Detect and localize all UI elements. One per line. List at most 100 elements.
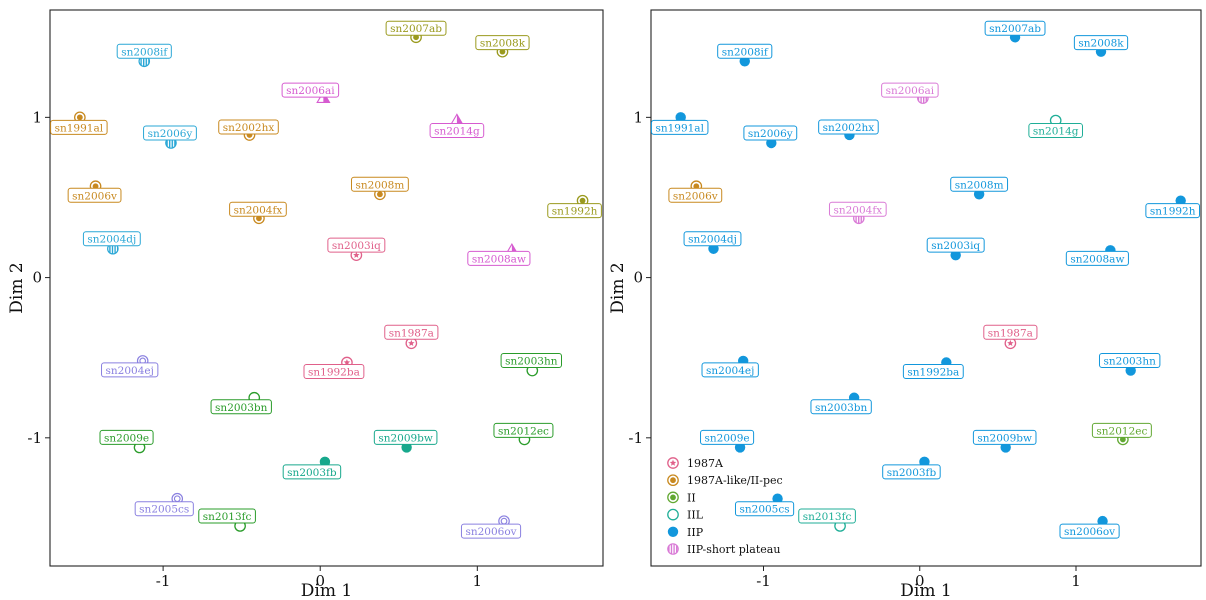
point-label: sn1987a: [389, 327, 434, 339]
data-point-sn1987a: sn1987a: [983, 324, 1038, 350]
point-label-box: [798, 508, 856, 524]
data-point-sn2008k: sn2008k: [1073, 35, 1129, 57]
x-tick-label: 1: [473, 572, 483, 590]
data-point-sn2004dj: sn2004dj: [683, 231, 742, 254]
x-tick-label: 0: [315, 572, 325, 590]
data-point-sn2002hx: sn2002hx: [218, 119, 279, 141]
data-point-sn2006ov: sn2006ov: [1059, 515, 1120, 539]
legend-item: II: [667, 491, 696, 504]
point-label: sn2004fx: [833, 204, 882, 216]
point-label-box: [1098, 353, 1161, 369]
point-label-box: [350, 176, 409, 192]
point-label-box: [116, 43, 172, 59]
point-label-box: [1091, 422, 1152, 438]
point-label-box: [810, 399, 872, 415]
point-label: sn2003hn: [1103, 356, 1156, 368]
data-point-sn2005cs: sn2005cs: [134, 492, 194, 517]
data-point-sn2008m: sn2008m: [350, 176, 409, 201]
point-label-box: [882, 464, 941, 480]
data-point-sn1987a: sn1987a: [384, 324, 439, 350]
point-label: sn2008m: [955, 179, 1004, 191]
point-label-box: [143, 125, 197, 141]
point-label-box: [82, 231, 141, 247]
point-label: sn2003bn: [815, 402, 868, 414]
y-tick-label: -1: [27, 429, 42, 447]
data-point-sn1992h: sn1992h: [547, 194, 602, 219]
point-label-box: [500, 353, 563, 369]
scatter-panel-right: -1 0 1 -1 0 1 Dim 1 Dim 2 sn2008if sn2007ab sn2008…: [608, 9, 1202, 600]
point-label-box: [818, 119, 879, 135]
point-label-box: [373, 429, 438, 445]
point-label: sn2006y: [148, 128, 193, 140]
data-point-sn2006v: sn2006v: [668, 180, 723, 203]
point-label: sn2008if: [121, 46, 168, 58]
point-label: sn2008if: [722, 46, 769, 58]
point-label: sn1991al: [655, 122, 704, 134]
point-label: sn2007ab: [390, 23, 442, 35]
data-point-sn2009bw: sn2009bw: [373, 429, 438, 453]
data-point-sn2014g: sn2014g: [1028, 114, 1083, 139]
point-label: sn2006ov: [465, 526, 516, 538]
legend-label: 1987A-like/II-pec: [687, 474, 783, 487]
point-label-box: [198, 508, 256, 524]
point-label-box: [50, 119, 108, 135]
point-label: sn2013fc: [203, 511, 252, 523]
point-label-box: [700, 429, 755, 445]
point-label-box: [547, 203, 602, 219]
y-tick-label: 1: [32, 108, 42, 126]
data-point-sn2003fb: sn2003fb: [282, 456, 342, 480]
legend-label: IIP-short plateau: [687, 543, 780, 556]
point-label: sn2014g: [1033, 126, 1079, 138]
data-point-sn1992h: sn1992h: [1145, 195, 1201, 219]
data-point-sn1992ba: sn1992ba: [303, 356, 365, 380]
point-label-box: [460, 523, 522, 539]
point-label: sn2003hn: [505, 356, 558, 368]
point-label: sn2007ab: [989, 23, 1041, 35]
point-label: sn1991al: [55, 122, 104, 134]
point-label: sn2003iq: [332, 240, 381, 252]
point-label-box: [281, 82, 340, 98]
point-label: sn2009e: [705, 432, 750, 444]
data-point-sn2009e: sn2009e: [99, 429, 154, 454]
point-label-box: [1059, 523, 1120, 539]
point-label: sn2009e: [104, 432, 149, 444]
legend-label: IIP: [687, 526, 704, 539]
data-point-sn2003bn: sn2003bn: [810, 392, 872, 415]
point-label: sn2008aw: [1070, 253, 1124, 265]
point-label-box: [429, 123, 485, 139]
point-label: sn2008k: [1078, 38, 1124, 50]
point-label: sn2005cs: [139, 504, 189, 516]
point-label: sn2004dj: [688, 234, 737, 246]
data-point-sn1991al: sn1991al: [50, 111, 108, 135]
point-label: sn2004ej: [106, 365, 154, 377]
point-label: sn1987a: [988, 327, 1033, 339]
point-label: sn2012ec: [1096, 425, 1147, 437]
y-tick-label: 1: [633, 108, 643, 126]
point-label: sn2013fc: [803, 511, 852, 523]
point-label-box: [701, 362, 759, 378]
point-label-box: [717, 43, 773, 59]
point-label-box: [210, 399, 272, 415]
scatter-panel-left: -1 0 1 -1 0 1 Dim 1 Dim 2 sn2008if sn2007ab sn2008…: [7, 9, 604, 600]
point-label-box: [282, 464, 342, 480]
data-point-sn2007ab: sn2007ab: [385, 20, 447, 44]
point-label-box: [229, 201, 287, 217]
point-label: sn2005cs: [739, 504, 789, 516]
point-label: sn2008m: [355, 179, 404, 191]
point-label: sn2003bn: [215, 402, 268, 414]
legend-label: 1987A: [687, 457, 724, 470]
point-label-box: [828, 201, 887, 217]
point-label-box: [668, 187, 723, 203]
data-point-sn2006v: sn2006v: [67, 180, 122, 203]
point-label: sn2006ov: [1064, 526, 1115, 538]
point-label: sn2006ai: [286, 85, 335, 97]
x-axis-title: Dim 1: [900, 581, 951, 600]
legend-item: 1987A-like/II-pec: [667, 474, 783, 487]
point-label-box: [1145, 203, 1201, 219]
point-label: sn2006y: [748, 128, 793, 140]
point-label: sn2004fx: [234, 204, 283, 216]
point-label: sn1992h: [552, 206, 598, 218]
point-label-box: [902, 364, 964, 380]
data-point-sn2004fx: sn2004fx: [828, 201, 887, 225]
